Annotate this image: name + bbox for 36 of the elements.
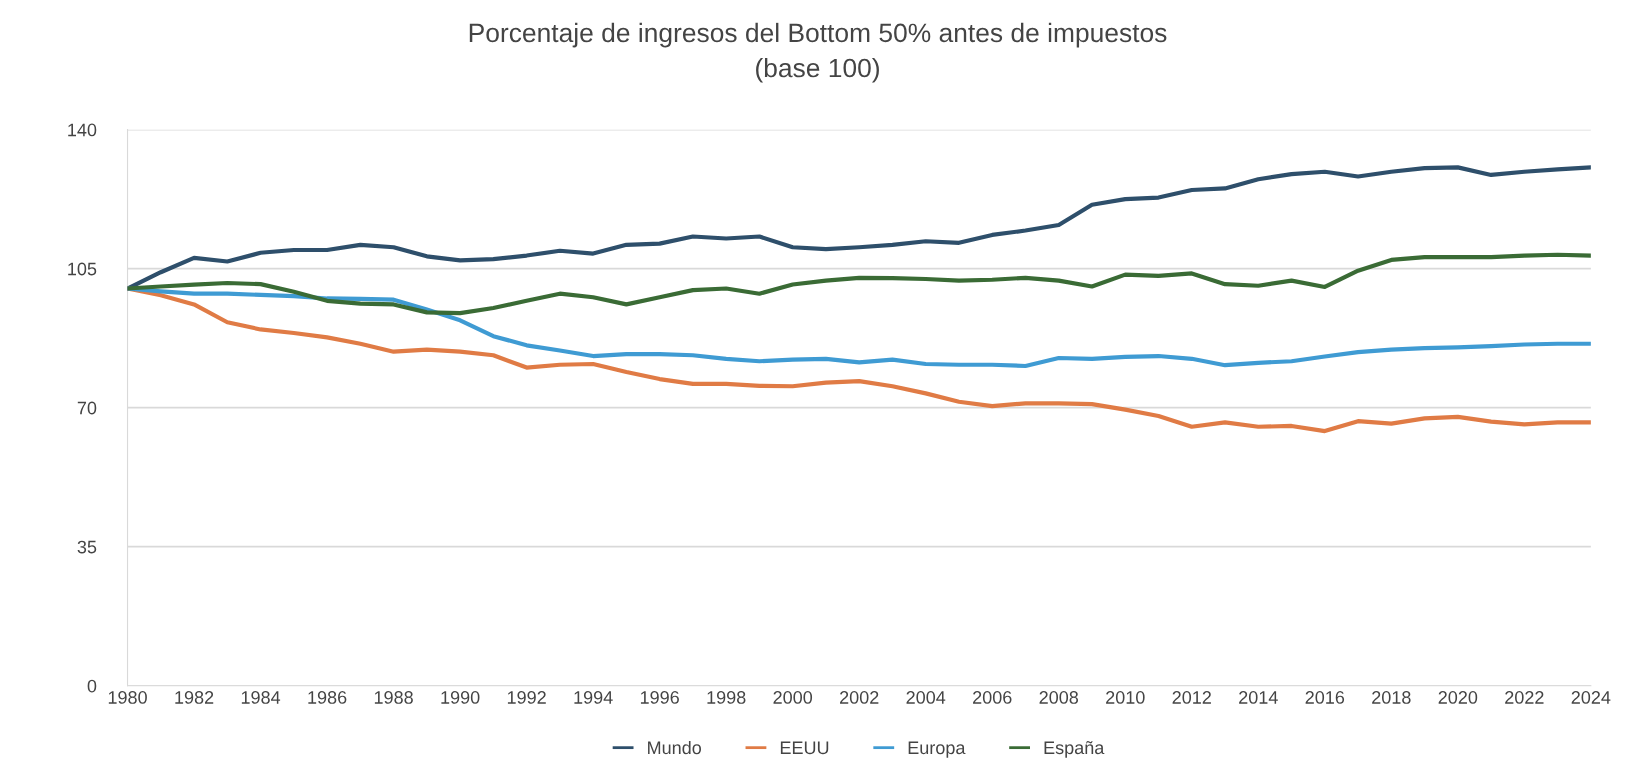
line-series [127,286,1591,369]
x-tick-label: 2020 [1438,691,1478,704]
x-tick-label: 1990 [441,691,480,704]
y-tick-label: 70 [77,401,97,415]
x-tick-label: 2022 [1505,691,1544,704]
x-tick-label: 1988 [374,691,413,704]
x-tick-label: 2024 [1571,691,1611,704]
x-tick-label: 1992 [507,691,546,704]
x-tick-label: 1984 [241,691,281,704]
x-tick-label: 2000 [773,691,813,704]
legend-label: EEUU [780,741,829,755]
legend-label: España [1044,741,1105,758]
x-tick-label: 2012 [1172,691,1211,704]
y-tick-label: 35 [77,540,97,554]
x-tick-label: 2008 [1039,691,1079,704]
y-tick-label: 105 [68,262,97,276]
y-tick-label: 0 [87,679,97,693]
x-tick-label: 2004 [906,691,946,704]
x-tick-label: 1980 [108,691,147,704]
x-tick-label: 2002 [840,691,879,704]
x-tick-label: 1986 [308,691,347,704]
x-tick-label: 2014 [1239,691,1278,704]
legend-label: Mundo [648,740,702,755]
x-tick-label: 1996 [640,691,679,704]
chart-title: Porcentaje de ingresos del Bottom 50% antes de impuestos [469,22,1167,48]
line-series [127,252,1591,316]
x-tick-label: 2018 [1372,691,1411,704]
x-tick-label: 2010 [1106,691,1145,704]
x-tick-label: 1982 [175,691,214,704]
legend-label: Europa [908,741,966,758]
x-tick-label: 1998 [707,691,746,704]
x-tick-label: 2006 [973,691,1012,704]
chart-subtitle: (base 100) [756,57,879,83]
x-tick-label: 1994 [574,691,613,704]
y-tick-label: 140 [68,123,97,137]
x-tick-label: 2016 [1305,691,1345,704]
